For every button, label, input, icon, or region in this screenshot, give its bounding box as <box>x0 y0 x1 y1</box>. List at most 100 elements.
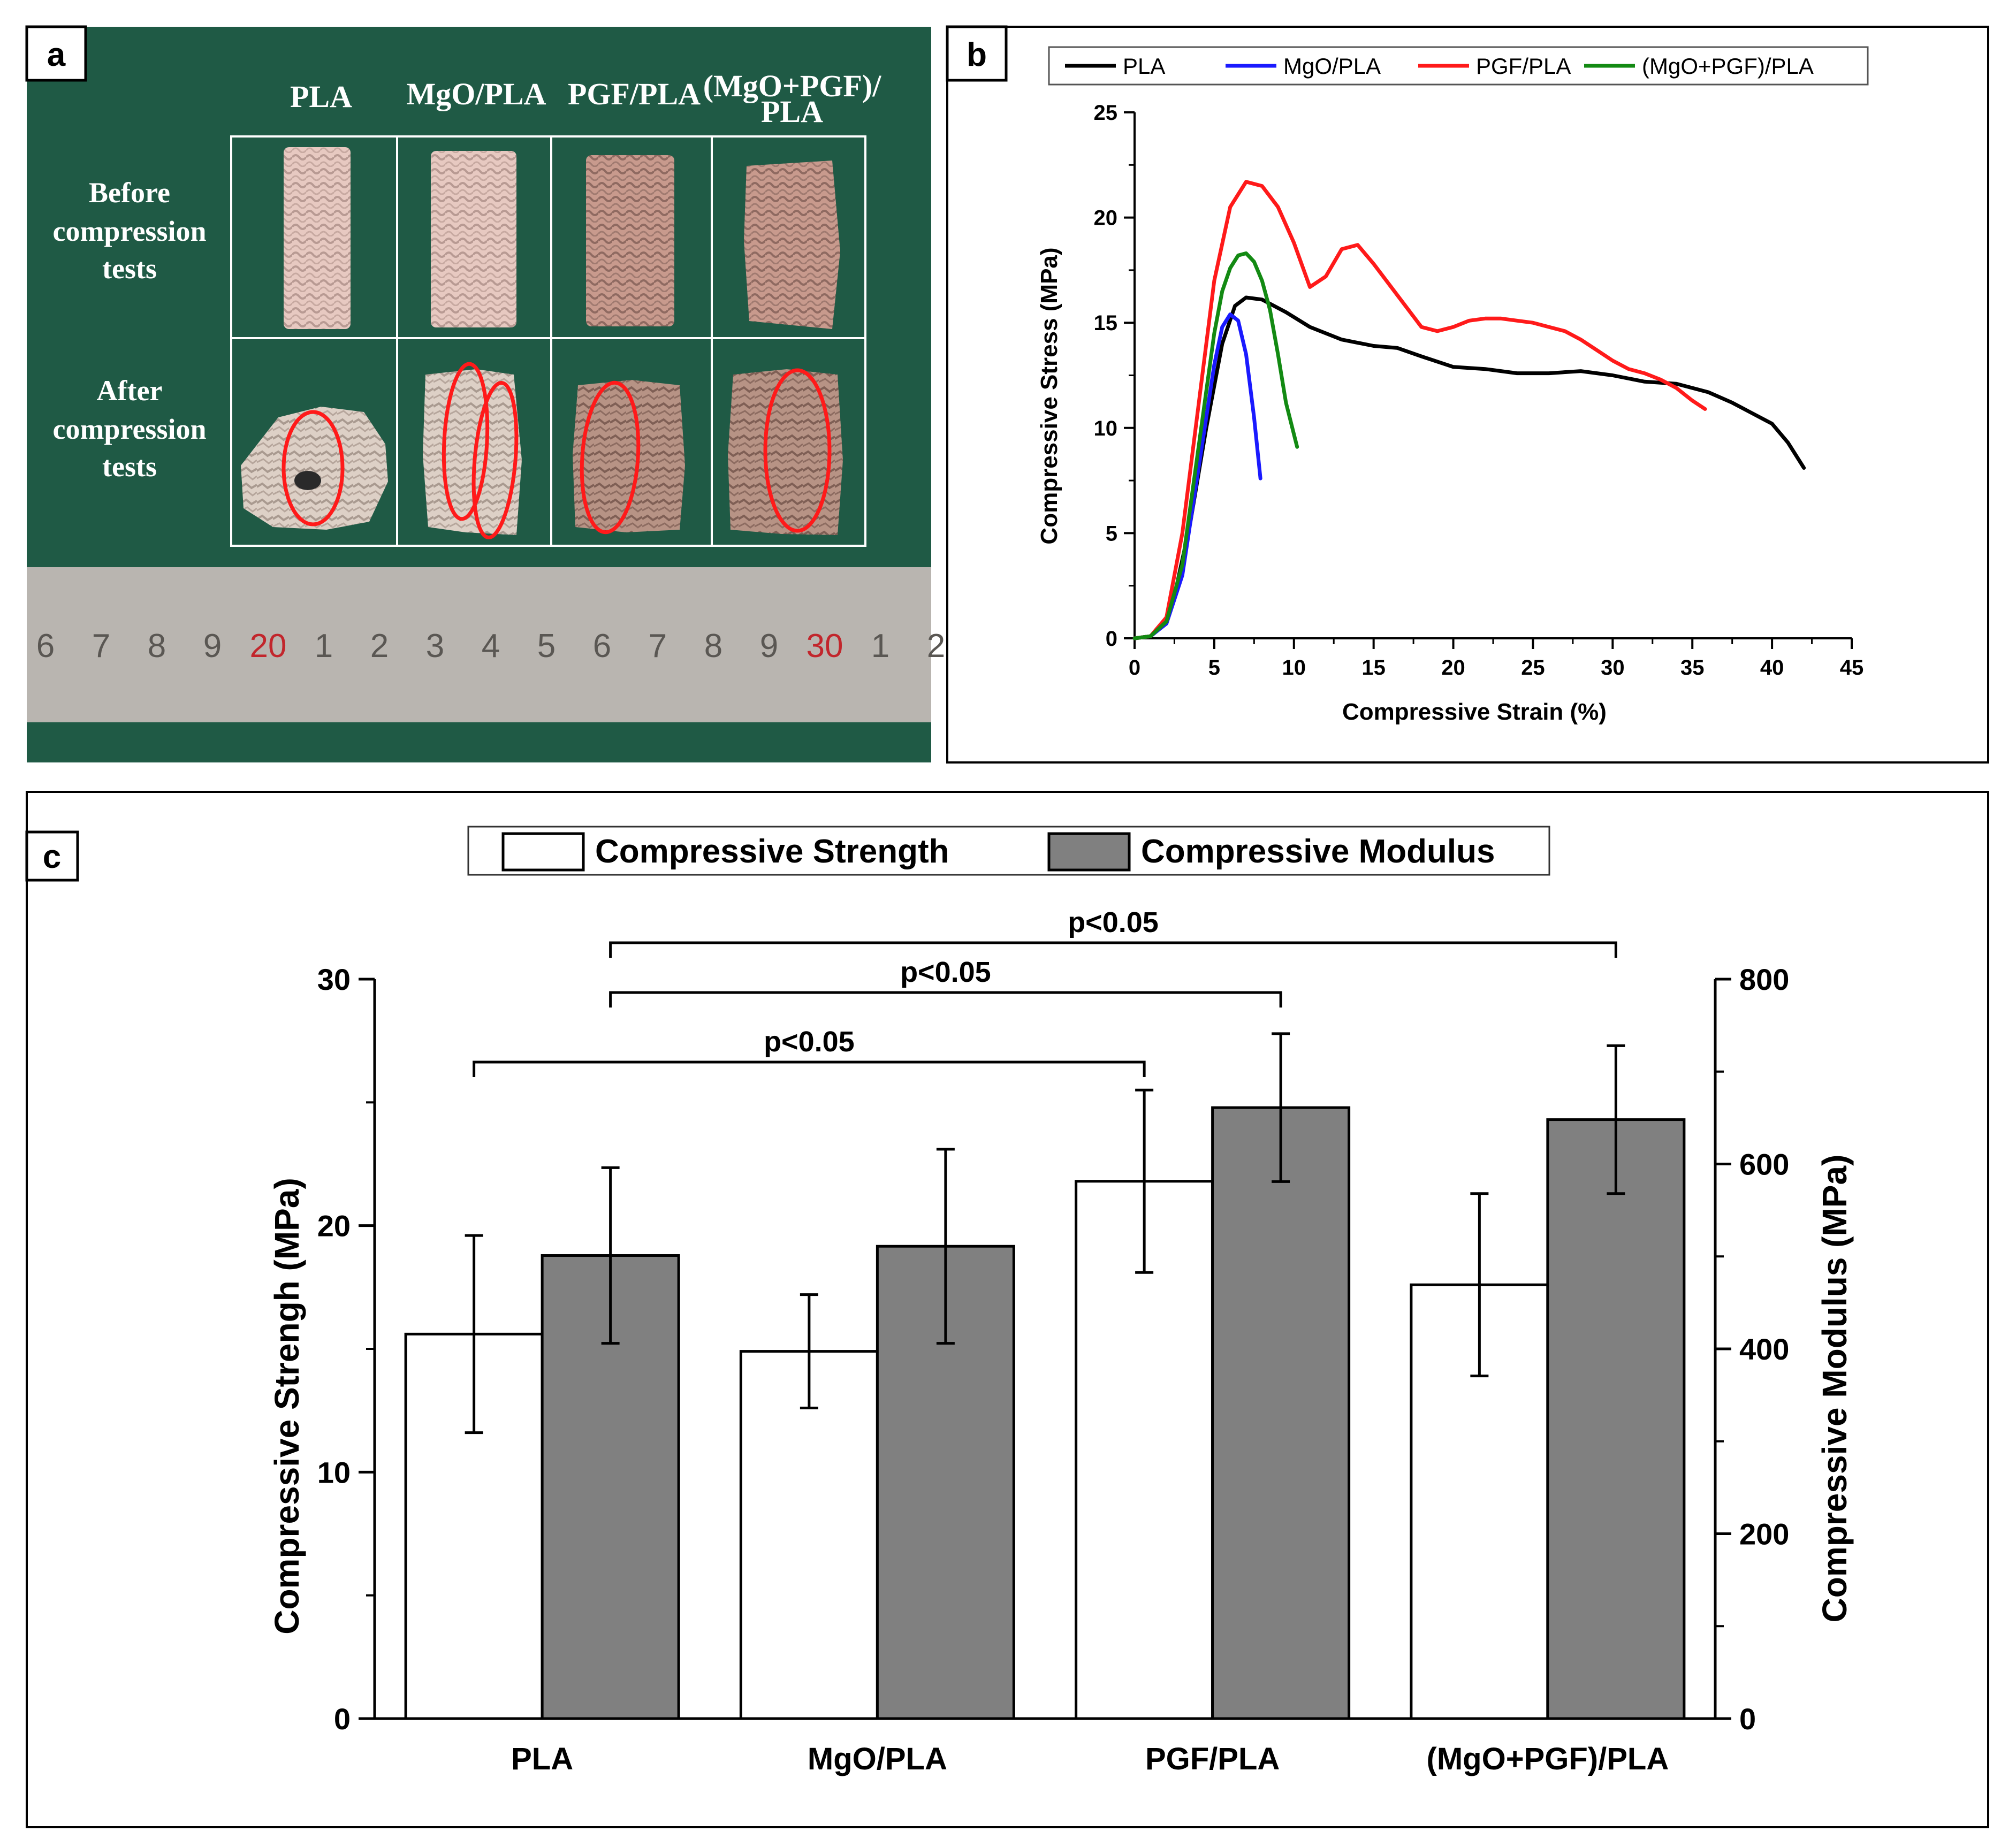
column-header-mgo-pla: MgO/PLA <box>407 77 546 111</box>
bar-compressive-modulus-mgo-pgf-pla <box>1546 1118 1686 1720</box>
panel-c-ylabel: Compressive Strengh (MPa) <box>268 1178 306 1635</box>
panel-a-label: a <box>47 36 66 73</box>
panel-b-label-box <box>946 25 1008 82</box>
ruler-number: 2 <box>927 628 945 665</box>
crack-ellipse-mgo-pla-1 <box>442 362 490 521</box>
panel-b-x-tick-label: 40 <box>1760 656 1784 680</box>
bar-compressive-modulus-pgf-pla <box>1211 1106 1351 1720</box>
panel-b-frame <box>946 26 1989 764</box>
column-header-mgo-pgf-pla-line2: PLA <box>761 94 823 129</box>
ruler-number: 8 <box>148 628 166 665</box>
series-line-mgo-pgf-pla <box>1132 251 1299 640</box>
bar-compressive-modulus-mgo-pla <box>876 1245 1015 1720</box>
ruler-number: 6 <box>593 628 611 665</box>
panel-c-y2-tick-label: 800 <box>1739 963 1789 996</box>
legend-label-mgo-pla: MgO/PLA <box>1283 54 1381 79</box>
ruler-number: 1 <box>871 628 889 665</box>
category-label-mgo-pgf-pla: (MgO+PGF)/PLA <box>1427 1742 1669 1776</box>
significance-bracket <box>609 941 1617 958</box>
panel-b-y-tick-label: 10 <box>1094 417 1118 440</box>
ruler-number: 3 <box>426 628 444 665</box>
category-label-pgf-pla: PGF/PLA <box>1145 1742 1280 1776</box>
panel-c-label-box <box>25 830 79 882</box>
ruler-number: 1 <box>315 628 333 665</box>
row-after-line3: tests <box>102 451 157 483</box>
panel-b-y-tick-label: 5 <box>1106 522 1117 545</box>
crack-ellipse-mgo-pla-2 <box>471 381 519 539</box>
panel-b-xlabel: Compressive Strain (%) <box>1342 699 1607 725</box>
specimen-mgo-pla-before <box>431 151 516 327</box>
row-before-line3: tests <box>102 253 157 285</box>
ruler-number: 8 <box>704 628 722 665</box>
panel-b-y-tick-label: 20 <box>1094 207 1118 230</box>
panel-b-ylabel: Compressive Stress (MPa) <box>1036 247 1062 544</box>
ruler-number: 9 <box>203 628 222 665</box>
column-header-pla: PLA <box>290 79 352 114</box>
bar-compressive-strength-mgo-pla <box>739 1350 879 1720</box>
row-before-line2: compression <box>52 215 206 247</box>
panel-b-x-tick-label: 15 <box>1361 656 1386 680</box>
significance-bracket <box>609 991 1282 1008</box>
panel-c-y-tick-label: 30 <box>317 963 351 996</box>
panel-b-legend: PLA MgO/PLA PGF/PLA (MgO+PGF)/PLA <box>1065 54 1814 79</box>
significance-label: p<0.05 <box>764 1026 855 1058</box>
panel-b-x-tick-label: 20 <box>1441 656 1465 680</box>
panel-b-x-tick-label: 30 <box>1601 656 1625 680</box>
ruler-number: 9 <box>760 628 778 665</box>
panel-c-y-tick-label: 10 <box>317 1455 351 1489</box>
crack-ellipse-pgf-pla <box>580 380 641 535</box>
ruler-number: 5 <box>537 628 556 665</box>
panel-c-y2label: Compressive Modulus (MPa) <box>1815 1155 1854 1623</box>
specimen-mgo-pgf-pla-before <box>744 161 840 329</box>
ruler-number: 7 <box>649 628 667 665</box>
panel-c-y2-tick-label: 400 <box>1739 1332 1789 1366</box>
ruler-numbers: 6 7 8 9 20 1 2 3 4 5 6 7 8 9 30 1 2 <box>36 628 945 665</box>
significance-bracket <box>473 1060 1146 1077</box>
specimen-pgf-pla-before <box>586 155 674 326</box>
legend-label-pgf-pla: PGF/PLA <box>1476 54 1571 79</box>
row-before-line1: Before <box>89 177 170 209</box>
category-label-pla: PLA <box>511 1742 573 1776</box>
category-label-mgo-pla: MgO/PLA <box>808 1742 947 1776</box>
panel-b-y-tick-label: 25 <box>1094 101 1118 125</box>
ruler-number: 20 <box>250 628 287 665</box>
legend-swatch-compressive-strength <box>501 832 585 872</box>
panel-c-y2-tick-label: 200 <box>1739 1517 1789 1551</box>
panel-a-label-box <box>25 25 87 82</box>
column-header-mgo-pgf-pla: (MgO+PGF)/ <box>703 68 882 103</box>
specimen-pla-after-hole <box>294 471 321 490</box>
ruler <box>27 567 931 722</box>
ruler-number: 7 <box>92 628 110 665</box>
legend-swatch-compressive-modulus <box>1047 832 1131 872</box>
legend-label-pla: PLA <box>1123 54 1165 79</box>
panel-c-y2-tick-label: 0 <box>1739 1702 1756 1736</box>
panel-c-label: c <box>43 838 61 875</box>
panel-b-x-tick-label: 35 <box>1680 656 1705 680</box>
ruler-number: 4 <box>482 628 500 665</box>
panel-c-y-tick-label: 20 <box>317 1209 351 1243</box>
specimen-pgf-pla-after <box>573 380 685 532</box>
significance-label: p<0.05 <box>900 956 991 988</box>
crack-ellipse-pla <box>282 410 345 526</box>
legend-label-compressive-modulus: Compressive Modulus <box>1141 833 1495 870</box>
legend-label-mgo-pgf-pla: (MgO+PGF)/PLA <box>1642 54 1814 79</box>
row-after-line1: After <box>97 375 163 407</box>
panel-a-photo: a PLA MgO/PLA PGF/PLA (MgO+PGF)/ PLA Bef… <box>25 25 945 762</box>
specimen-pla-before <box>284 147 351 329</box>
specimen-mgo-pgf-pla-after <box>728 369 843 535</box>
panel-c-legend-box <box>467 826 1550 876</box>
crack-ellipse-mgo-pgf-pla <box>763 368 832 533</box>
specimen-grid <box>230 135 866 547</box>
panel-b-y-tick-label: 0 <box>1106 627 1117 651</box>
panel-b-y-tick-label: 15 <box>1094 311 1118 335</box>
panel-b-x-tick-label: 5 <box>1208 656 1220 680</box>
panel-b-x-tick-label: 0 <box>1129 656 1140 680</box>
ruler-number: 30 <box>807 628 843 665</box>
legend-label-compressive-strength: Compressive Strength <box>595 833 949 870</box>
panel-b-x-tick-label: 25 <box>1521 656 1545 680</box>
series-line-pgf-pla <box>1132 180 1707 640</box>
row-after-line2: compression <box>52 413 206 445</box>
panel-b-x-tick-label: 45 <box>1840 656 1864 680</box>
panel-b-label: b <box>967 36 987 73</box>
panel-b-line-chart: b PLA MgO/PLA PGF/PLA (MgO+PGF)/PLA 0 5 10 15 2… <box>946 25 1989 764</box>
